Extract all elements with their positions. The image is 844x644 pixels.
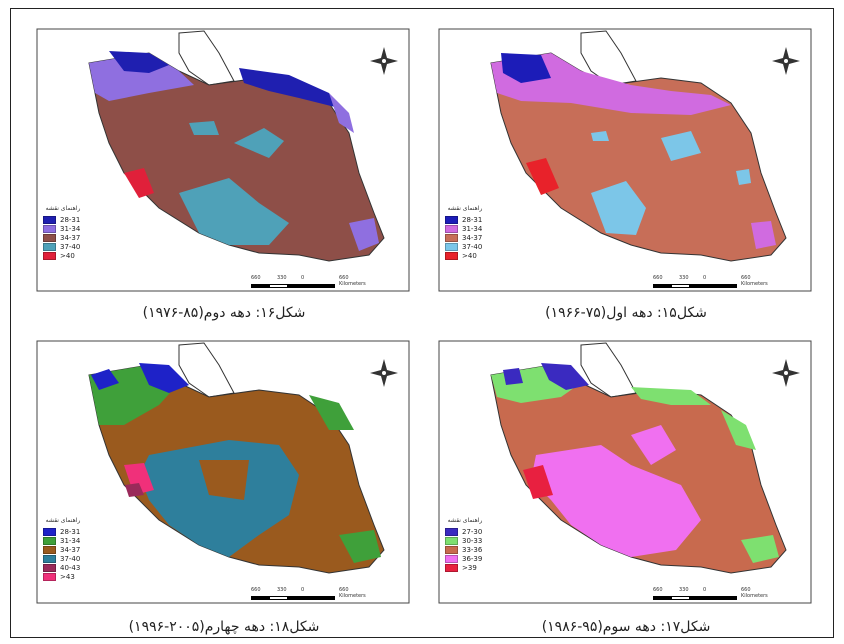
- scale-tick: 330: [679, 275, 689, 281]
- north-arrow-icon: [772, 47, 800, 75]
- map-legend: راهنمای نقشه 28-31 31-34 34-37 37-40 >40: [43, 205, 80, 260]
- north-arrow-icon: [370, 47, 398, 75]
- legend-label: 31-34: [462, 224, 483, 233]
- scale-tick: 660: [251, 275, 261, 281]
- map-panel-15: راهنمای نقشه 28-31 31-34 34-37 37-40 >40…: [431, 23, 821, 305]
- scale-text: 660 Kilometers: [339, 587, 366, 599]
- legend-title: راهنمای نقشه: [45, 205, 81, 212]
- legend-label: 37-40: [60, 554, 81, 563]
- legend-label: 31-34: [60, 536, 81, 545]
- caption-map-15: شکل۱۵: دهه اول(۷۵-۱۹۶۶): [545, 305, 707, 321]
- region-37-40: [179, 178, 289, 245]
- legend-label: 40-43: [60, 563, 81, 572]
- region-28-31: [109, 51, 169, 73]
- legend-title: راهنمای نقشه: [447, 517, 483, 524]
- map-panel-17: راهنمای نقشه 27-30 30-33 33-36 36-39 >39…: [431, 335, 821, 617]
- iran-map-17: [438, 340, 812, 604]
- legend-label: 34-37: [462, 233, 483, 242]
- scale-tick: 330: [679, 587, 689, 593]
- region-gt40: [124, 168, 154, 198]
- scale-tick: 660: [653, 587, 663, 593]
- iran-map-15: [438, 28, 812, 292]
- scale-tick: 330: [277, 275, 287, 281]
- map-legend: راهنمای نقشه 28-31 31-34 34-37 37-40 40-…: [43, 517, 80, 581]
- legend-label: >40: [60, 251, 75, 260]
- figure-frame: راهنمای نقشه 28-31 31-34 34-37 37-40 >40…: [10, 8, 834, 638]
- scale-text: 660 Kilometers: [741, 587, 768, 599]
- caption-map-18: شکل۱۸: دهه چهارم(۲۰۰۵-۱۹۹۶): [128, 619, 320, 635]
- legend-label: >39: [462, 563, 477, 572]
- legend-label: 34-37: [60, 545, 81, 554]
- scale-text: 660 Kilometers: [339, 275, 366, 287]
- legend-label: 27-30: [462, 527, 483, 536]
- scale-tick: 660: [653, 275, 663, 281]
- map-panel-18: راهنمای نقشه 28-31 31-34 34-37 37-40 40-…: [29, 335, 419, 617]
- scale-tick: 0: [703, 587, 707, 593]
- legend-label: 34-37: [60, 233, 81, 242]
- scale-tick: 660: [251, 587, 261, 593]
- legend-label: 33-36: [462, 545, 483, 554]
- scale-tick: 0: [301, 587, 305, 593]
- legend-label: 28-31: [60, 527, 81, 536]
- scale-tick: 0: [301, 275, 305, 281]
- legend-label: >43: [60, 572, 75, 581]
- map-legend: راهنمای نقشه 27-30 30-33 33-36 36-39 >39: [445, 517, 482, 572]
- iran-map-18: [36, 340, 410, 604]
- legend-label: 28-31: [60, 215, 81, 224]
- caption-map-17: شکل۱۷: دهه سوم(۹۵-۱۹۸۶): [541, 619, 711, 635]
- scale-tick: 0: [703, 275, 707, 281]
- legend-label: 37-40: [462, 242, 483, 251]
- north-arrow-icon: [772, 359, 800, 387]
- legend-label: 31-34: [60, 224, 81, 233]
- scale-text: 660 Kilometers: [741, 275, 768, 287]
- north-arrow-icon: [370, 359, 398, 387]
- legend-label: 28-31: [462, 215, 483, 224]
- caption-map-16: شکل۱۶: دهه دوم(۸۵-۱۹۷۶): [142, 305, 306, 321]
- legend-label: 37-40: [60, 242, 81, 251]
- map-legend: راهنمای نقشه 28-31 31-34 34-37 37-40 >40: [445, 205, 482, 260]
- legend-label: >40: [462, 251, 477, 260]
- iran-map-16: [36, 28, 410, 292]
- legend-label: 36-39: [462, 554, 483, 563]
- legend-title: راهنمای نقشه: [447, 205, 483, 212]
- legend-label: 30-33: [462, 536, 483, 545]
- map-panel-16: راهنمای نقشه 28-31 31-34 34-37 37-40 >40…: [29, 23, 419, 305]
- legend-title: راهنمای نقشه: [45, 517, 81, 524]
- scale-tick: 330: [277, 587, 287, 593]
